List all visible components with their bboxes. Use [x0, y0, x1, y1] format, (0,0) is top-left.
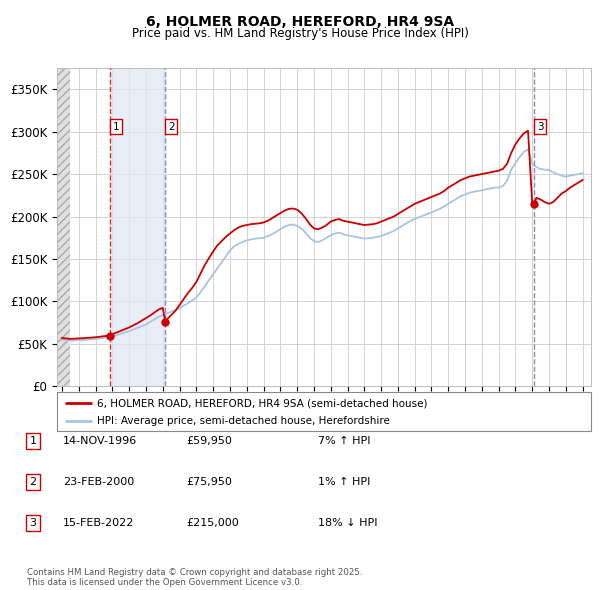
Text: 3: 3	[29, 519, 37, 528]
Text: 1: 1	[29, 436, 37, 445]
Text: £215,000: £215,000	[186, 519, 239, 528]
FancyBboxPatch shape	[57, 392, 591, 431]
Text: 6, HOLMER ROAD, HEREFORD, HR4 9SA (semi-detached house): 6, HOLMER ROAD, HEREFORD, HR4 9SA (semi-…	[97, 398, 428, 408]
Text: 7% ↑ HPI: 7% ↑ HPI	[318, 436, 371, 445]
Text: 15-FEB-2022: 15-FEB-2022	[63, 519, 134, 528]
Text: £75,950: £75,950	[186, 477, 232, 487]
Text: 23-FEB-2000: 23-FEB-2000	[63, 477, 134, 487]
Text: 1: 1	[113, 122, 119, 132]
Bar	[57, 68, 70, 386]
Text: 18% ↓ HPI: 18% ↓ HPI	[318, 519, 377, 528]
Text: 2: 2	[29, 477, 37, 487]
Text: 2: 2	[168, 122, 175, 132]
Text: Contains HM Land Registry data © Crown copyright and database right 2025.
This d: Contains HM Land Registry data © Crown c…	[27, 568, 362, 587]
Bar	[110, 68, 166, 386]
Text: Price paid vs. HM Land Registry's House Price Index (HPI): Price paid vs. HM Land Registry's House …	[131, 27, 469, 40]
Text: 1% ↑ HPI: 1% ↑ HPI	[318, 477, 370, 487]
Text: 14-NOV-1996: 14-NOV-1996	[63, 436, 137, 445]
Text: £59,950: £59,950	[186, 436, 232, 445]
Text: 3: 3	[537, 122, 544, 132]
Text: 6, HOLMER ROAD, HEREFORD, HR4 9SA: 6, HOLMER ROAD, HEREFORD, HR4 9SA	[146, 15, 454, 29]
Text: HPI: Average price, semi-detached house, Herefordshire: HPI: Average price, semi-detached house,…	[97, 416, 390, 426]
